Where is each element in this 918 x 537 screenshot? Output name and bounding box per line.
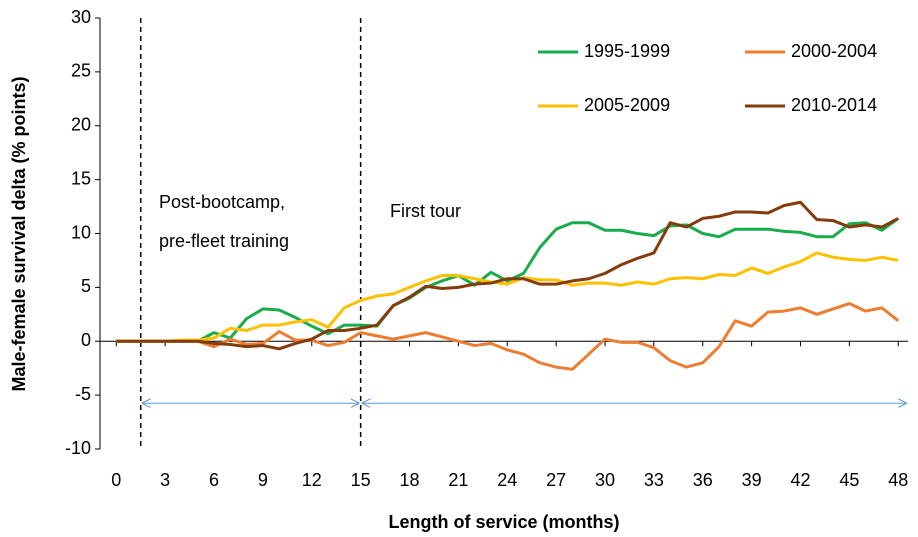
- x-tick-label: 6: [209, 470, 219, 490]
- x-tick-label: 15: [351, 470, 371, 490]
- x-tick-label: 48: [888, 470, 908, 490]
- series-line: [116, 302, 900, 371]
- x-tick-label: 9: [258, 470, 268, 490]
- y-tick-label: 0: [81, 330, 91, 350]
- series-line: [116, 217, 900, 343]
- x-tick-label: 30: [595, 470, 615, 490]
- legend-label: 2005-2009: [584, 95, 670, 115]
- y-axis-label: Male-female survival delta (% points): [9, 76, 29, 391]
- x-tick-label: 0: [111, 470, 121, 490]
- legend-label: 2010-2014: [791, 95, 877, 115]
- series-line: [116, 251, 899, 343]
- legend-label: 1995-1999: [584, 41, 670, 61]
- x-axis-label: Length of service (months): [388, 512, 619, 532]
- series-line: [116, 200, 899, 351]
- x-tick-label: 36: [693, 470, 713, 490]
- y-tick-label: 25: [71, 61, 91, 81]
- x-tick-label: 33: [644, 470, 664, 490]
- x-tick-label: 21: [448, 470, 468, 490]
- x-tick-label: 24: [497, 470, 517, 490]
- y-tick-label: 15: [71, 168, 91, 188]
- y-tick-label: 10: [71, 222, 91, 242]
- legend-label: 2000-2004: [791, 41, 877, 61]
- x-tick-label: 3: [160, 470, 170, 490]
- annotation: pre-fleet training: [159, 231, 289, 251]
- x-tick-label: 39: [742, 470, 762, 490]
- y-tick-label: 5: [81, 276, 91, 296]
- y-tick-label: -10: [65, 438, 91, 458]
- y-tick-label: 30: [71, 7, 91, 27]
- x-tick-label: 45: [839, 470, 859, 490]
- annotation: Post-bootcamp,: [159, 192, 285, 212]
- x-tick-label: 12: [302, 470, 322, 490]
- x-tick-label: 27: [546, 470, 566, 490]
- y-tick-label: -5: [75, 384, 91, 404]
- x-tick-label: 18: [400, 470, 420, 490]
- x-tick-label: 42: [790, 470, 810, 490]
- y-tick-label: 20: [71, 115, 91, 135]
- annotation: First tour: [390, 201, 461, 221]
